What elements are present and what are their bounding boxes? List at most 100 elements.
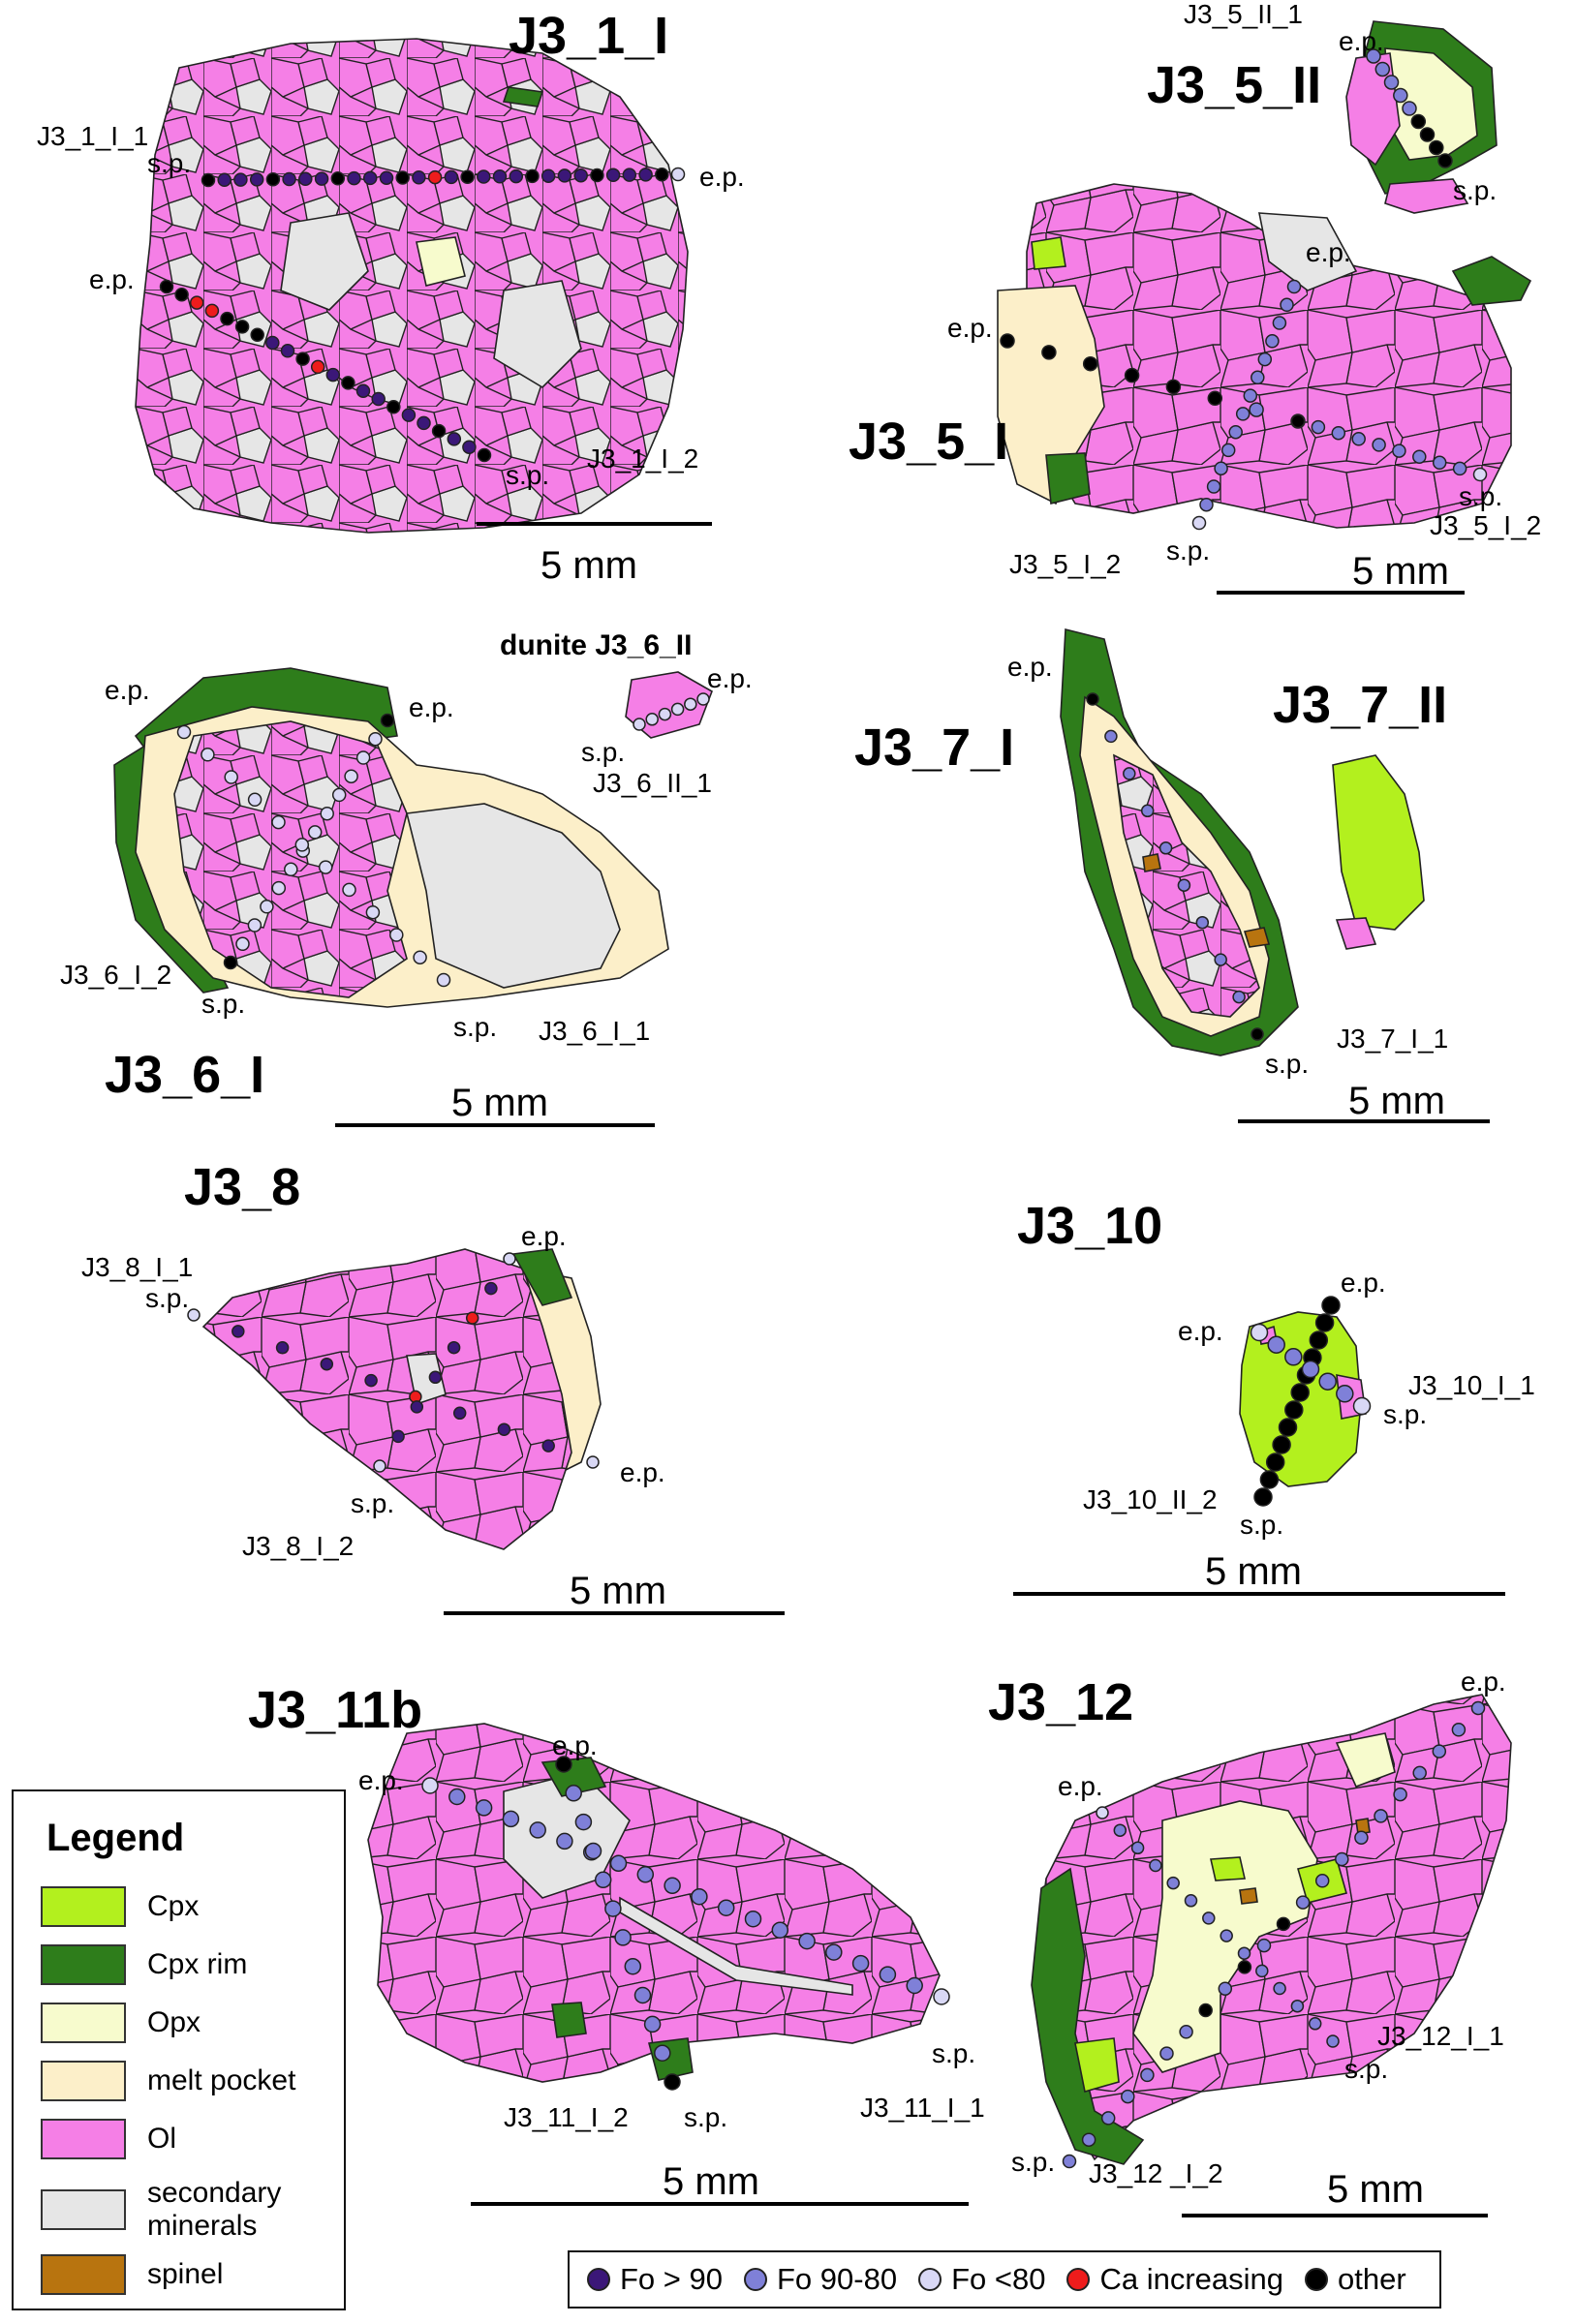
profile-point bbox=[529, 1821, 546, 1839]
j3-5-i-cpx bbox=[1031, 236, 1066, 270]
profile-label-j3-8-i-1: J3_8_I_1 bbox=[81, 1252, 193, 1282]
profile-point bbox=[664, 1877, 681, 1895]
dot-legend-marker bbox=[587, 2268, 610, 2291]
profile-dots bbox=[1062, 1700, 1486, 2169]
j3-12-cpx bbox=[1210, 1856, 1246, 1881]
title-j3-1-i: J3_1_I bbox=[509, 7, 668, 65]
profile-point bbox=[1166, 1876, 1180, 1890]
start-point-label: s.p. bbox=[351, 1488, 394, 1518]
legend-title: Legend bbox=[46, 1817, 185, 1859]
profile-point bbox=[1198, 2003, 1213, 2018]
profile-point bbox=[1206, 479, 1221, 494]
legend-swatch bbox=[41, 1944, 126, 1985]
profile-point bbox=[217, 172, 232, 188]
profile-point bbox=[1383, 75, 1400, 90]
profile-point bbox=[1257, 352, 1273, 367]
title-j3-5-i: J3_5_I bbox=[849, 413, 1008, 471]
profile-point bbox=[1177, 878, 1191, 892]
profile-point bbox=[1472, 467, 1488, 482]
profile-point bbox=[1412, 1765, 1427, 1781]
profile-point bbox=[525, 168, 540, 184]
title-j3-6-i: J3_6_I bbox=[105, 1046, 264, 1104]
profile-point bbox=[557, 168, 572, 183]
profile-point bbox=[573, 168, 588, 183]
end-point-label: e.p. bbox=[699, 162, 745, 192]
sample-j3-7: e.p. J3_7_II J3_7_I J3_7_I_1 s.p. 5 mm bbox=[854, 627, 1490, 1123]
profile-point bbox=[1124, 367, 1140, 383]
end-point-label: e.p. bbox=[1058, 1771, 1103, 1801]
profile-point bbox=[271, 814, 286, 830]
profile-point bbox=[355, 750, 371, 765]
profile-point bbox=[643, 2015, 662, 2034]
profile-point bbox=[1086, 692, 1099, 706]
legend-label: Cpx rim bbox=[147, 1948, 248, 1980]
end-point-label: e.p. bbox=[1007, 652, 1053, 682]
profile-point bbox=[1276, 1916, 1291, 1932]
profile-point bbox=[265, 171, 281, 187]
legend-label: secondary minerals bbox=[147, 2177, 282, 2242]
profile-label-j3-10-i-1: J3_10_I_1 bbox=[1408, 1370, 1535, 1400]
profile-point bbox=[1121, 2089, 1135, 2104]
profile-point bbox=[1184, 1894, 1198, 1908]
sample-j3-5-i: e.p. e.p. J3_5_I s.p. J3_5_I_2 s.p. J3_5… bbox=[849, 183, 1541, 595]
profile-dots bbox=[421, 1756, 950, 2091]
profile-label-j3-12-i-1: J3_12_I_1 bbox=[1377, 2021, 1504, 2051]
legend-label: Opx bbox=[147, 2006, 201, 2038]
profile-point bbox=[1432, 1744, 1447, 1758]
legend-item-opx: Opx bbox=[41, 2003, 201, 2043]
profile-point bbox=[1256, 1938, 1272, 1953]
profile-point bbox=[636, 1866, 655, 1883]
profile-point bbox=[298, 171, 313, 187]
dot-legend-marker bbox=[1305, 2268, 1328, 2291]
dot-legend-label: Ca increasing bbox=[1099, 2262, 1283, 2296]
profile-point bbox=[655, 167, 669, 182]
profile-point bbox=[379, 170, 394, 185]
j3-12-spinel bbox=[1355, 1818, 1371, 1835]
profile-point bbox=[584, 1842, 602, 1860]
profile-point bbox=[330, 171, 346, 186]
profile-point bbox=[638, 168, 653, 182]
profile-point bbox=[1393, 1787, 1407, 1802]
j3-1-i-cpx-rim bbox=[502, 86, 544, 107]
profile-point bbox=[1220, 1929, 1233, 1942]
start-point-label: s.p. bbox=[581, 737, 625, 767]
profile-point bbox=[380, 713, 395, 728]
profile-point bbox=[509, 168, 524, 184]
profile-point bbox=[1265, 334, 1280, 349]
end-point-label: e.p. bbox=[89, 264, 135, 294]
profile-point bbox=[428, 1370, 443, 1385]
profile-point bbox=[1314, 1313, 1335, 1332]
dot-legend-marker bbox=[918, 2268, 942, 2291]
profile-point bbox=[282, 171, 296, 187]
profile-point bbox=[540, 168, 556, 183]
profile-point bbox=[1321, 1296, 1341, 1315]
profile-point bbox=[389, 928, 404, 942]
profile-point bbox=[174, 288, 189, 302]
profile-point bbox=[1280, 297, 1294, 313]
profile-point bbox=[412, 170, 426, 185]
dot-legend-item-fo-gt-90: Fo > 90 bbox=[587, 2262, 723, 2297]
profile-point bbox=[1195, 915, 1210, 930]
profile-point bbox=[1255, 1964, 1269, 1978]
profile-point bbox=[401, 408, 417, 422]
profile-point bbox=[249, 172, 264, 187]
profile-point bbox=[201, 172, 216, 188]
profile-point bbox=[1062, 2154, 1077, 2169]
j3-1-i-outline bbox=[135, 38, 689, 534]
profile-point bbox=[223, 955, 238, 970]
j3-7-i-spinel bbox=[1142, 853, 1161, 872]
profile-label-j3-10-ii-2: J3_10_II_2 bbox=[1083, 1484, 1218, 1514]
profile-point bbox=[465, 1311, 479, 1325]
legend-swatch bbox=[41, 2003, 126, 2043]
sample-j3-1-i: J3_1_I J3_1_I_1 s.p. e.p. e.p. s.p. J3_1… bbox=[37, 7, 745, 587]
profile-point bbox=[933, 1988, 950, 2005]
profile-point bbox=[1251, 1027, 1264, 1041]
profile-point bbox=[447, 1340, 461, 1355]
j3-7-ii-ol bbox=[1335, 917, 1377, 950]
profile-dots bbox=[1086, 692, 1264, 1041]
profile-point bbox=[413, 950, 427, 964]
profile-point bbox=[201, 748, 215, 762]
j3-1-i-secondary-zone bbox=[493, 280, 582, 389]
profile-point bbox=[284, 862, 298, 877]
j3-6-i-secondary bbox=[406, 803, 621, 989]
